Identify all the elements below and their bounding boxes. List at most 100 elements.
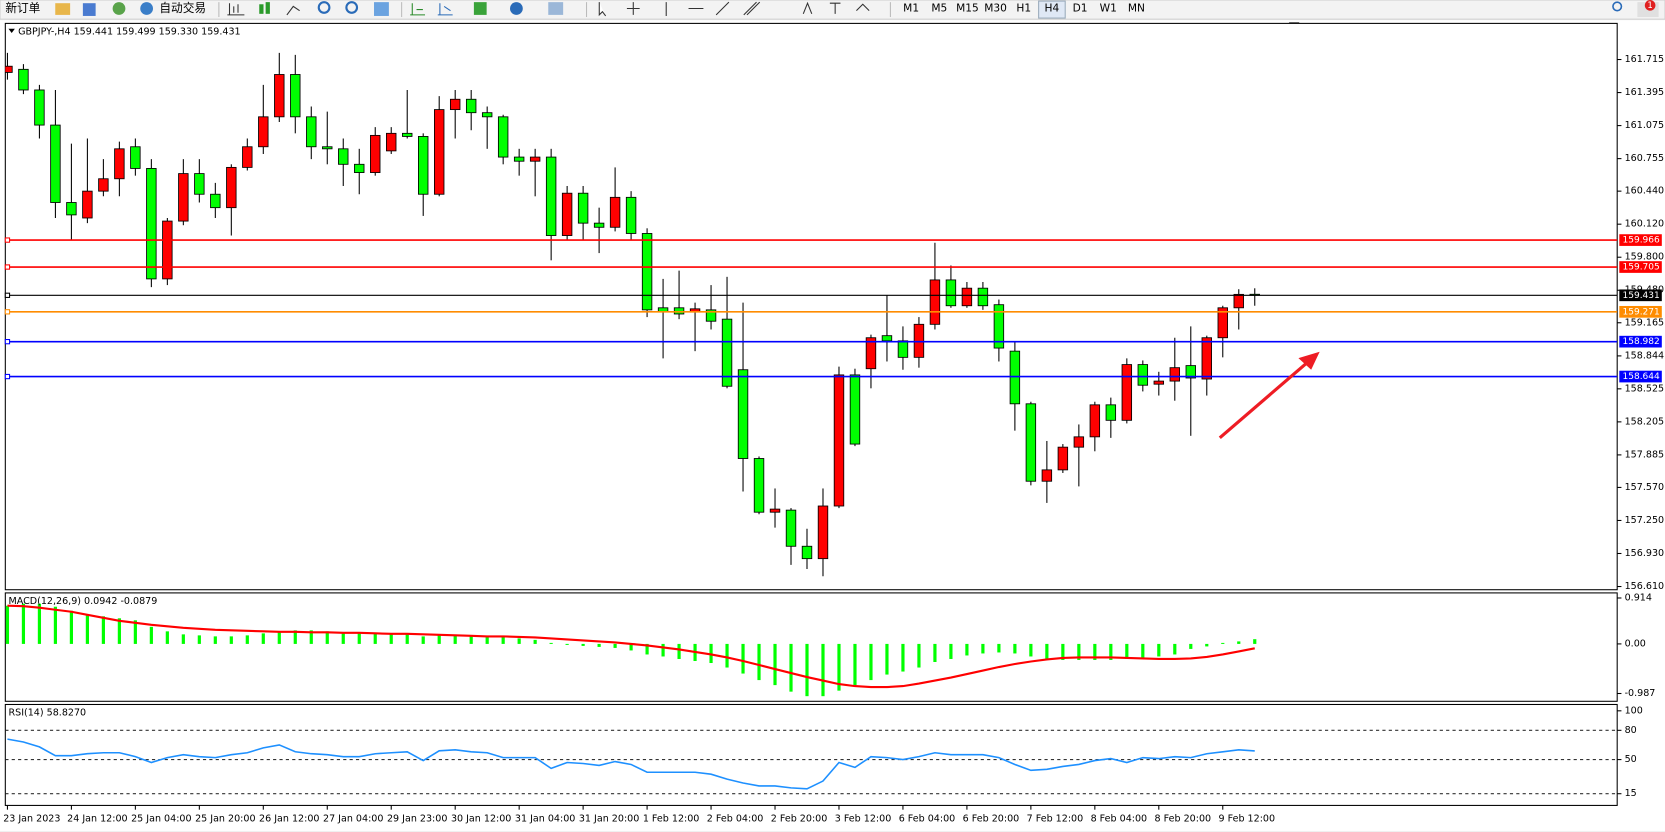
y-tick-label: 0.914 [1625, 592, 1652, 603]
alert-count: 1 [1647, 1, 1652, 11]
level-handle [4, 309, 11, 315]
icon[interactable] [227, 3, 245, 16]
candle-body [849, 374, 861, 445]
panel-content [5, 603, 1257, 697]
annotation-arrow [1218, 357, 1313, 439]
timeframe-button[interactable]: H1 [1016, 2, 1031, 15]
histogram-bar [1109, 643, 1113, 660]
panel-content [5, 52, 1618, 577]
icon[interactable] [317, 1, 331, 14]
candle-body [50, 124, 61, 203]
x-tick-label: 9 Feb 12:00 [1219, 814, 1276, 825]
candle-body [673, 307, 685, 315]
histogram-bar [997, 643, 1001, 653]
level-label-box [1619, 289, 1662, 302]
timeframe-button[interactable]: M5 [931, 2, 947, 15]
candle-body [178, 173, 189, 222]
histogram-bar [949, 643, 953, 659]
search-icon[interactable] [1612, 1, 1623, 12]
timeframe-button[interactable]: D1 [1073, 2, 1088, 15]
icon[interactable] [473, 2, 487, 15]
candle-body [929, 279, 941, 325]
icon[interactable] [345, 1, 359, 14]
timeframe-button[interactable]: M30 [984, 2, 1007, 15]
histogram-bar [853, 643, 857, 686]
timeframe-button[interactable]: M1 [903, 2, 919, 15]
timeframe-active[interactable] [1038, 0, 1066, 19]
candle-body [162, 220, 173, 280]
level-handle [4, 237, 11, 243]
icon[interactable] [265, 2, 270, 14]
icon[interactable] [437, 3, 453, 16]
y-tick-label: 0.00 [1625, 638, 1646, 649]
auto-trading-button[interactable]: 自动交易 [159, 1, 206, 15]
histogram-bar [565, 643, 569, 645]
candle-body [290, 74, 301, 118]
histogram-bar [773, 643, 777, 686]
icon[interactable] [112, 2, 126, 15]
new-order-button[interactable]: 新订单 [5, 1, 40, 15]
level-handle [4, 292, 11, 298]
histogram-bar [325, 631, 329, 644]
histogram-bar [421, 636, 425, 644]
y-tick-label: 80 [1625, 725, 1637, 736]
x-tick-label: 23 Jan 2023 [3, 814, 60, 825]
annotation-arrowhead [1298, 351, 1320, 370]
icon[interactable] [743, 1, 761, 16]
x-tick-label: 8 Feb 20:00 [1155, 814, 1212, 825]
y-tick-label: 160.440 [1625, 186, 1664, 197]
candle-body [513, 156, 525, 162]
candle-body [1105, 404, 1117, 421]
histogram-bar [1205, 643, 1209, 647]
icon[interactable] [55, 3, 71, 15]
histogram-bar [501, 637, 505, 644]
timeframe-button[interactable]: M15 [956, 2, 979, 15]
candle-body [66, 202, 77, 216]
candle-body [705, 309, 717, 322]
timeframe-button[interactable]: MN [1128, 2, 1145, 15]
timeframe-bar: M1 M5 M15 M30 H1 H4 D1 W1 MN [903, 0, 1145, 19]
x-tick-label: 25 Jan 04:00 [131, 814, 191, 825]
y-tick-label: 158.205 [1625, 416, 1664, 427]
icon[interactable] [548, 2, 564, 15]
icon[interactable] [374, 2, 389, 16]
histogram-bar [789, 643, 793, 692]
candle-body [801, 545, 813, 560]
y-tick-label: 157.885 [1625, 449, 1664, 460]
histogram-bar [37, 603, 42, 644]
x-tick-label: 7 Feb 12:00 [1027, 814, 1084, 825]
icon[interactable] [286, 5, 300, 16]
icon[interactable] [665, 1, 730, 16]
icon[interactable] [410, 3, 426, 16]
icon[interactable] [140, 2, 154, 15]
icon[interactable] [598, 2, 607, 17]
candle-body [881, 335, 893, 342]
candle-body [529, 156, 541, 162]
y-tick-label: 159.800 [1625, 252, 1664, 263]
icon[interactable] [802, 1, 841, 15]
timeframe-button[interactable]: W1 [1100, 2, 1117, 15]
candle-body [258, 116, 269, 148]
icon[interactable] [856, 3, 870, 12]
candle-body [817, 505, 829, 560]
candle-body [242, 146, 253, 168]
candle-body [1057, 446, 1069, 471]
panel-title: RSI(14) 58.8270 [9, 707, 87, 718]
icon[interactable] [259, 4, 264, 14]
icon[interactable] [626, 2, 640, 15]
timeframe-button[interactable]: H4 [1045, 2, 1060, 15]
histogram-bar [1061, 643, 1065, 660]
icon[interactable] [82, 3, 96, 16]
candle-body [753, 458, 765, 513]
histogram-bar [613, 643, 617, 648]
level-label: 159.705 [1622, 263, 1659, 273]
panel [4, 592, 1618, 702]
histogram-bar [149, 626, 153, 644]
candle-body [5, 65, 13, 73]
icon[interactable] [510, 2, 523, 15]
histogram-bar [1173, 643, 1177, 655]
histogram-bar [933, 643, 937, 663]
candle-body [785, 509, 797, 547]
rsi-line [7, 738, 1255, 790]
